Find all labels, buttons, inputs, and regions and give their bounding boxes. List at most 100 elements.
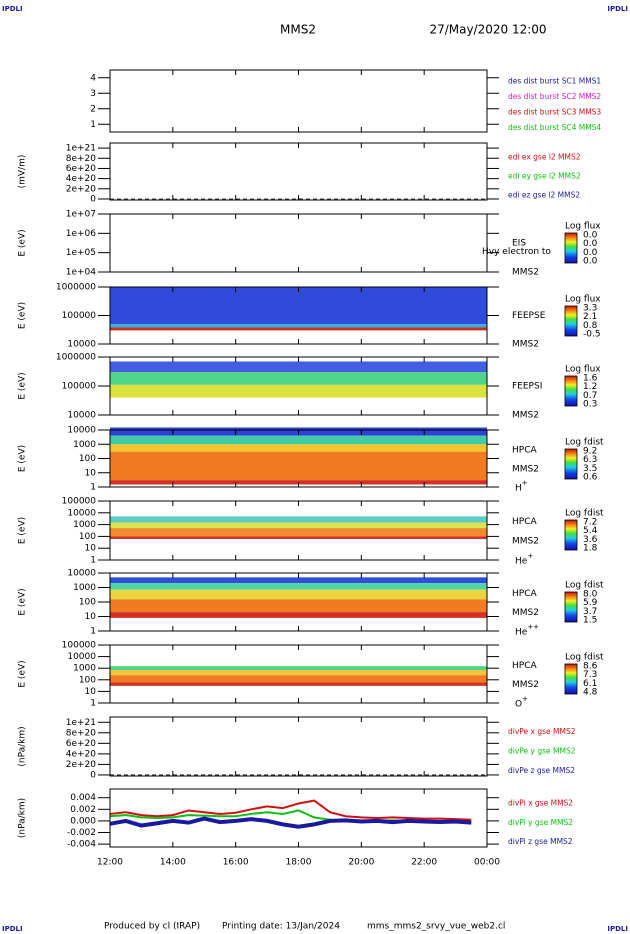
colorbar-tick-label: 0.7 [583, 391, 597, 401]
colorbar-tick-label: 6.1 [583, 679, 597, 689]
colorbar-tick-label: 0.8 [583, 321, 598, 331]
instrument-label: HPCA [512, 589, 537, 599]
y-axis-label: E (eV) [18, 660, 28, 687]
x-tick-label: 22:00 [411, 858, 437, 868]
spectrogram-band [110, 536, 487, 540]
y-tick-label: 1 [90, 699, 96, 709]
instrument-label: MMS2 [512, 537, 539, 547]
colorbar [564, 305, 578, 337]
y-tick-label: 3 [90, 89, 96, 99]
x-tick-label: 20:00 [348, 858, 374, 868]
colorbar-title: Log flux [565, 365, 601, 375]
colorbar [564, 448, 578, 480]
y-axis-label: (nPa/km) [18, 798, 28, 838]
x-tick-label: 18:00 [286, 858, 312, 868]
series-line [109, 816, 472, 829]
spectrogram-band [110, 327, 487, 331]
y-axis-label: E (eV) [18, 517, 28, 544]
y-axis-label: (nPa/km) [18, 726, 28, 766]
legend-entry: divPe y gse MMS2 [508, 746, 576, 755]
spectrogram-band [110, 669, 487, 676]
colorbar-tick-label: 1.8 [583, 544, 598, 554]
instrument-label: MMS2 [512, 340, 539, 350]
colorbar-tick-label: 1.6 [583, 374, 598, 384]
spectrogram-band [110, 444, 487, 452]
instrument-label: MMS2 [512, 608, 539, 618]
y-tick-label: 1e+06 [66, 229, 97, 239]
x-tick-label: 00:00 [474, 858, 500, 868]
spectrogram-band [110, 372, 487, 385]
legend-entry: edi ey gse l2 MMS2 [508, 171, 581, 180]
spectrogram-band [110, 324, 487, 328]
logo: IPDLI [2, 925, 23, 933]
y-tick-label: 10000 [67, 569, 96, 579]
spectrogram-band [110, 451, 487, 481]
y-tick-label: 4e+20 [66, 174, 97, 184]
y-tick-label: 1e+05 [66, 248, 96, 258]
spectrogram-band [110, 435, 487, 445]
spectrogram-band [110, 675, 487, 683]
y-tick-label: 1 [90, 120, 96, 130]
species-charge: + [522, 695, 528, 703]
y-tick-label: 100 [79, 532, 96, 542]
spectrogram-band [110, 287, 487, 325]
y-tick-label: 6e+20 [66, 164, 97, 174]
y-tick-label: 1 [90, 483, 96, 493]
instrument-label: MMS2 [512, 680, 539, 690]
colorbar-tick-label: 5.4 [583, 526, 598, 536]
y-tick-label: 2 [90, 104, 96, 114]
legend-entry: divPi y gse MMS2 [508, 818, 573, 827]
spectrogram-band [110, 361, 487, 373]
colorbar-tick-label: 4.8 [583, 688, 598, 698]
instrument-label: FEEPSE [512, 311, 546, 321]
y-tick-label: 10 [85, 468, 97, 478]
y-tick-label: 1000000 [56, 283, 96, 293]
y-axis-label: E (eV) [18, 302, 28, 329]
legend-entry: edi ex gse l2 MMS2 [508, 152, 581, 161]
y-tick-label: 10000 [67, 340, 96, 350]
title: MMS2 [280, 23, 316, 37]
colorbar-tick-label: 8.0 [583, 590, 598, 600]
colorbar-title: Log fdist [565, 581, 604, 591]
note: Hvy electron to [482, 247, 551, 257]
legend-entry: des dist burst SC4 MMS4 [508, 123, 601, 132]
y-tick-label: 100000 [62, 311, 97, 321]
y-tick-label: 10 [85, 687, 97, 697]
colorbar [564, 663, 578, 695]
colorbar [564, 232, 578, 264]
y-tick-label: 100 [79, 675, 96, 685]
spectrogram-band [110, 583, 487, 590]
y-tick-label: 4 [90, 73, 96, 83]
colorbar [564, 591, 578, 623]
colorbar-tick-label: 3.5 [583, 464, 597, 474]
y-tick-label: 1000 [73, 440, 96, 450]
y-tick-label: 100000 [62, 497, 97, 507]
colorbar-title: Log flux [565, 222, 601, 232]
y-tick-label: 6e+20 [66, 739, 97, 749]
y-tick-label: 0.002 [70, 805, 96, 815]
datetime: 27/May/2020 12:00 [429, 23, 546, 37]
logo: IPDLI [607, 5, 628, 13]
colorbar-tick-label: 3.6 [583, 535, 598, 545]
y-tick-label: 10 [85, 544, 97, 554]
instrument-label: EIS [512, 239, 526, 249]
y-axis-label: E (eV) [18, 229, 28, 256]
colorbar-tick-label: 5.9 [583, 598, 598, 608]
y-tick-label: 0 [90, 770, 96, 780]
spectrogram-band [110, 599, 487, 613]
y-tick-label: 4e+20 [66, 749, 97, 759]
legend-entry: des dist burst SC2 MMS2 [508, 92, 601, 101]
spectrogram-band [110, 516, 487, 523]
colorbar-tick-label: 0.3 [583, 400, 597, 410]
x-tick-label: 12:00 [97, 858, 123, 868]
spectrogram-band [110, 522, 487, 529]
species-charge: + [522, 479, 528, 487]
footer-producer: Produced by cl (IRAP) [104, 922, 200, 932]
y-axis-label: E (eV) [18, 445, 28, 472]
y-tick-label: 1 [90, 627, 96, 637]
y-tick-label: 100000 [62, 641, 97, 651]
colorbar-tick-label: 3.7 [583, 607, 597, 617]
colorbar-tick-label: 8.6 [583, 662, 598, 672]
logo: IPDLI [607, 925, 628, 933]
